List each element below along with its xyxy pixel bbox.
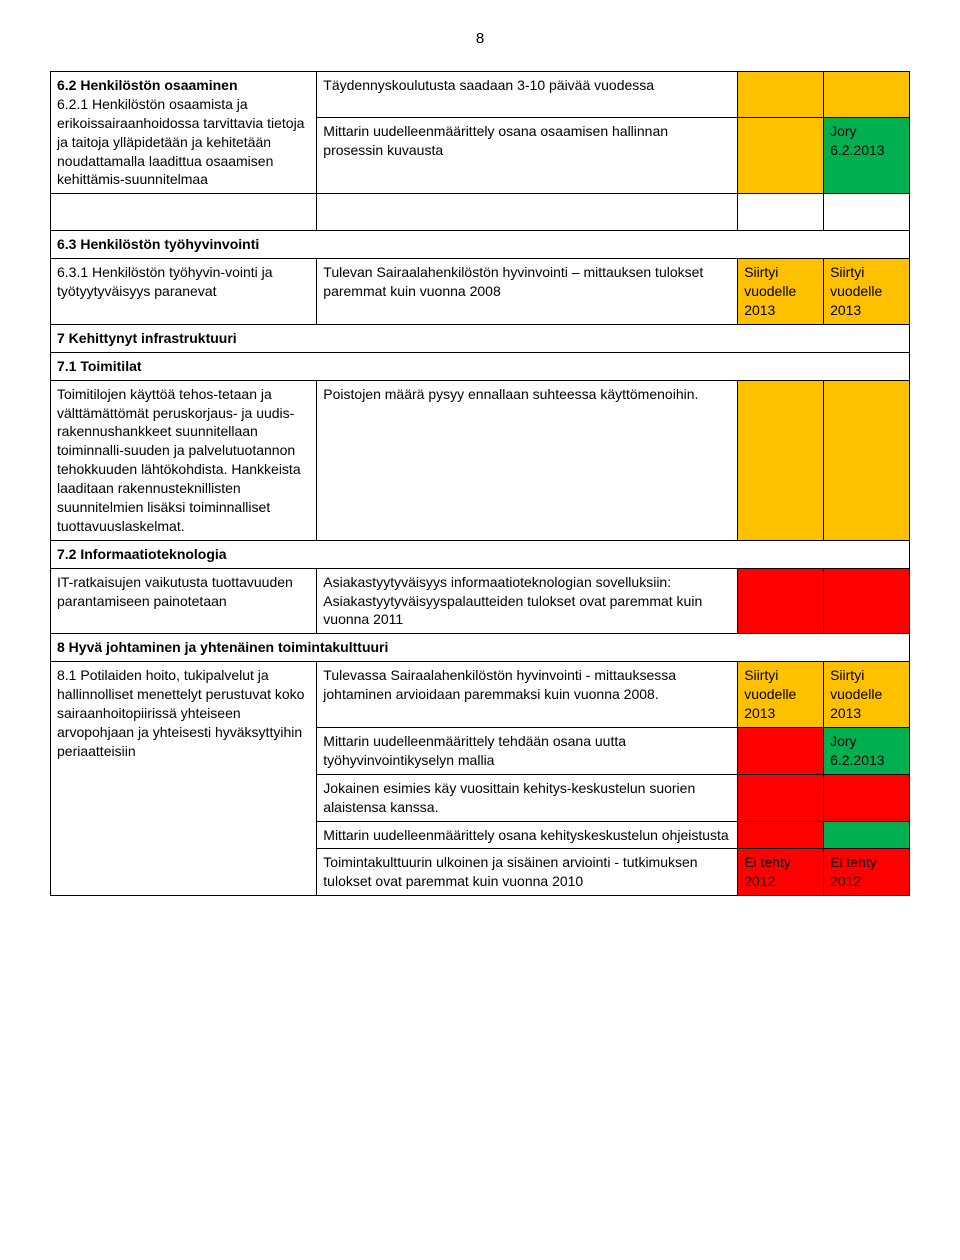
cell-empty (738, 194, 824, 231)
heading-7: 7 Kehittynyt infrastruktuuri (51, 324, 910, 352)
cell-metric: Jokainen esimies käy vuosittain kehitys-… (317, 774, 738, 821)
table-row: 6.2 Henkilöstön osaaminen 6.2.1 Henkilös… (51, 72, 910, 118)
status-cell (824, 568, 910, 634)
heading-72: 7.2 Informaatioteknologia (51, 540, 910, 568)
status-cell: Siirtyi vuodelle 2013 (824, 662, 910, 728)
status-cell (738, 72, 824, 118)
table-row: 8 Hyvä johtaminen ja yhtenäinen toiminta… (51, 634, 910, 662)
heading-8: 8 Hyvä johtaminen ja yhtenäinen toiminta… (51, 634, 910, 662)
status-cell (824, 821, 910, 849)
cell-metric: Poistojen määrä pysyy ennallaan suhteess… (317, 380, 738, 540)
cell-metric: Toimintakulttuurin ulkoinen ja sisäinen … (317, 849, 738, 896)
cell-empty (824, 194, 910, 231)
table-row: 7.1 Toimitilat (51, 352, 910, 380)
status-cell: Siirtyi vuodelle 2013 (824, 259, 910, 325)
status-cell (738, 380, 824, 540)
table-row (51, 194, 910, 231)
status-cell (738, 117, 824, 194)
cell-metric: Tulevan Sairaalahenkilöstön hyvinvointi … (317, 259, 738, 325)
cell-metric: Mittarin uudelleenmäärittely osana kehit… (317, 821, 738, 849)
table-row: IT-ratkaisujen vaikutusta tuottavuuden p… (51, 568, 910, 634)
status-cell: Jory 6.2.2013 (824, 727, 910, 774)
page-number: 8 (50, 30, 910, 47)
status-cell (738, 774, 824, 821)
status-cell (738, 727, 824, 774)
table-row: 7 Kehittynyt infrastruktuuri (51, 324, 910, 352)
cell-metric: Asiakastyytyväisyys informaatioteknologi… (317, 568, 738, 634)
status-cell (824, 774, 910, 821)
cell-metric: Täydennyskoulutusta saadaan 3-10 päivää … (317, 72, 738, 118)
heading-62: 6.2 Henkilöstön osaaminen (57, 77, 238, 93)
status-cell: Jory 6.2.2013 (824, 117, 910, 194)
page-root: 8 6.2 Henkilöstön osaaminen 6.2.1 Henkil… (0, 0, 960, 936)
table-row: Toimitilojen käyttöä tehos-tetaan ja väl… (51, 380, 910, 540)
cell-left: Toimitilojen käyttöä tehos-tetaan ja väl… (51, 380, 317, 540)
cell-left: 6.2 Henkilöstön osaaminen 6.2.1 Henkilös… (51, 72, 317, 194)
text: 6.2.1 Henkilöstön osaamista ja erikoissa… (57, 96, 304, 188)
cell-left: 6.3.1 Henkilöstön työhyvin-vointi ja työ… (51, 259, 317, 325)
status-cell: Siirtyi vuodelle 2013 (738, 662, 824, 728)
heading-71: 7.1 Toimitilat (51, 352, 910, 380)
status-cell (824, 380, 910, 540)
status-cell: Ei tehty 2012 (738, 849, 824, 896)
table-row: 6.3 Henkilöstön työhyvinvointi (51, 231, 910, 259)
cell-left: IT-ratkaisujen vaikutusta tuottavuuden p… (51, 568, 317, 634)
cell-metric: Mittarin uudelleenmäärittely osana osaam… (317, 117, 738, 194)
table-row: 6.3.1 Henkilöstön työhyvin-vointi ja työ… (51, 259, 910, 325)
cell-empty (51, 194, 317, 231)
status-cell: Siirtyi vuodelle 2013 (738, 259, 824, 325)
table-row: 7.2 Informaatioteknologia (51, 540, 910, 568)
table-row: 8.1 Potilaiden hoito, tukipalvelut ja ha… (51, 662, 910, 728)
cell-metric: Mittarin uudelleenmäärittely tehdään osa… (317, 727, 738, 774)
main-table: 6.2 Henkilöstön osaaminen 6.2.1 Henkilös… (50, 71, 910, 896)
cell-empty (317, 194, 738, 231)
status-cell (824, 72, 910, 118)
status-cell: Ei tehty 2012 (824, 849, 910, 896)
status-cell (738, 568, 824, 634)
heading-63: 6.3 Henkilöstön työhyvinvointi (51, 231, 910, 259)
status-cell (738, 821, 824, 849)
cell-metric: Tulevassa Sairaalahenkilöstön hyvinvoint… (317, 662, 738, 728)
cell-left: 8.1 Potilaiden hoito, tukipalvelut ja ha… (51, 662, 317, 896)
